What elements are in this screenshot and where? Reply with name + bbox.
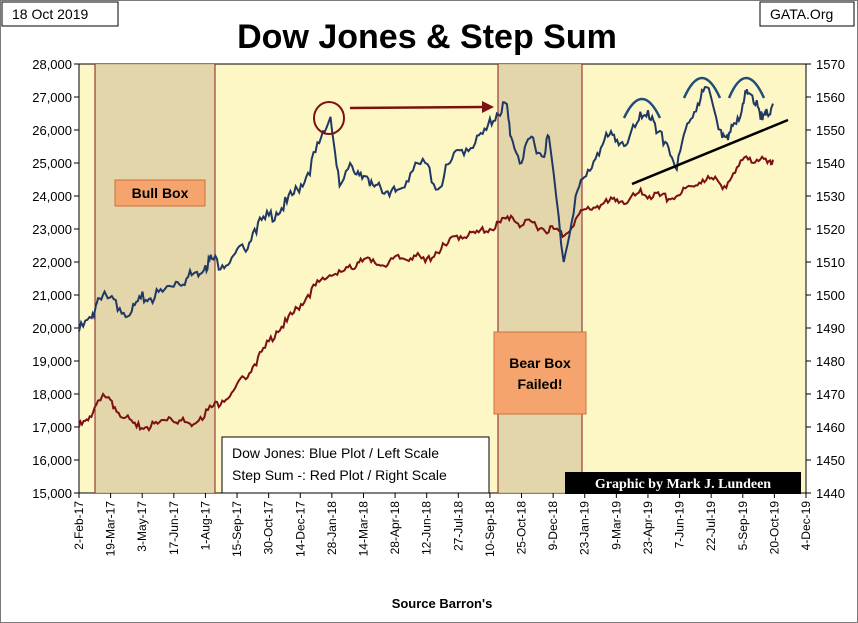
y-right-tick-label: 1460 (816, 420, 845, 435)
x-tick-label: 30-Oct-17 (262, 501, 276, 555)
y-right-tick-label: 1480 (816, 354, 845, 369)
bear-box-label-box (494, 332, 586, 414)
y-left-tick-label: 21,000 (32, 288, 72, 303)
y-left-tick-label: 23,000 (32, 222, 72, 237)
y-left-tick-label: 16,000 (32, 453, 72, 468)
y-right-tick-label: 1450 (816, 453, 845, 468)
y-right-tick-label: 1500 (816, 288, 845, 303)
x-tick-label: 9-Mar-19 (609, 501, 623, 550)
x-tick-label: 28-Jan-18 (325, 501, 339, 555)
y-right-tick-label: 1520 (816, 222, 845, 237)
x-tick-label: 9-Dec-18 (546, 501, 560, 551)
x-tick-label: 5-Sep-19 (736, 501, 750, 551)
x-tick-label: 3-May-17 (135, 501, 149, 552)
y-right-tick-label: 1560 (816, 90, 845, 105)
y-left-tick-label: 28,000 (32, 57, 72, 72)
y-left-tick-label: 26,000 (32, 123, 72, 138)
site-label: GATA.Org (770, 6, 833, 22)
x-axis-title: Source Barron's (392, 596, 493, 611)
y-right-tick-label: 1510 (816, 255, 845, 270)
y-left-tick-label: 27,000 (32, 90, 72, 105)
bear-box-label-line1: Bear Box (509, 355, 571, 371)
bull-box-label: Bull Box (132, 185, 189, 201)
y-left-tick-label: 19,000 (32, 354, 72, 369)
x-tick-label: 14-Dec-17 (293, 501, 307, 557)
x-tick-label: 7-Jun-19 (673, 501, 687, 549)
y-left-tick-label: 18,000 (32, 387, 72, 402)
y-right-tick-label: 1490 (816, 321, 845, 336)
x-tick-label: 15-Sep-17 (230, 501, 244, 557)
x-tick-label: 14-Mar-18 (356, 501, 370, 557)
y-right-tick-label: 1570 (816, 57, 845, 72)
x-tick-label: 22-Jul-19 (704, 501, 718, 551)
y-right-tick-label: 1530 (816, 189, 845, 204)
x-tick-label: 4-Dec-19 (799, 501, 813, 551)
y-left-tick-label: 25,000 (32, 156, 72, 171)
y-right-tick-label: 1470 (816, 387, 845, 402)
x-tick-label: 23-Jan-19 (578, 501, 592, 555)
peak-arrow-line (350, 107, 484, 108)
y-axis-right: 1440 1450 1460 1470 1480 1490 1500 1510 1520 1530… (806, 57, 845, 501)
x-tick-label: 27-Jul-18 (451, 501, 465, 551)
y-axis-left: 15,000 16,000 17,000 18,000 19,000 20,000 21,0… (32, 57, 79, 501)
date-label: 18 Oct 2019 (12, 6, 88, 22)
y-right-tick-label: 1550 (816, 123, 845, 138)
x-tick-label: 20-Oct-19 (767, 501, 781, 555)
x-tick-label: 1-Aug-17 (198, 501, 212, 551)
legend-line2: Step Sum -: Red Plot / Right Scale (232, 467, 447, 483)
x-tick-label: 12-Jun-18 (420, 501, 434, 555)
x-axis: 2-Feb-17 19-Mar-17 3-May-17 17-Jun-17 1-Aug-… (72, 493, 813, 557)
x-tick-label: 17-Jun-17 (167, 501, 181, 555)
bear-box-label-line2: Failed! (517, 376, 562, 392)
credit-label: Graphic by Mark J. Lundeen (595, 477, 771, 492)
x-tick-label: 19-Mar-17 (104, 501, 118, 557)
header: 18 Oct 2019 GATA.Org Dow Jones & Step Su… (2, 2, 854, 56)
y-left-tick-label: 15,000 (32, 486, 72, 501)
y-right-tick-label: 1440 (816, 486, 845, 501)
bull-box-region (95, 64, 215, 493)
y-right-tick-label: 1540 (816, 156, 845, 171)
y-left-tick-label: 22,000 (32, 255, 72, 270)
legend-line1: Dow Jones: Blue Plot / Left Scale (232, 445, 439, 461)
y-left-tick-label: 17,000 (32, 420, 72, 435)
x-tick-label: 28-Apr-18 (388, 501, 402, 555)
x-tick-label: 23-Apr-19 (641, 501, 655, 555)
x-tick-label: 10-Sep-18 (483, 501, 497, 557)
chart-title: Dow Jones & Step Sum (237, 18, 617, 56)
x-tick-label: 2-Feb-17 (72, 501, 86, 550)
y-left-tick-label: 24,000 (32, 189, 72, 204)
x-tick-label: 25-Oct-18 (515, 501, 529, 555)
y-left-tick-label: 20,000 (32, 321, 72, 336)
